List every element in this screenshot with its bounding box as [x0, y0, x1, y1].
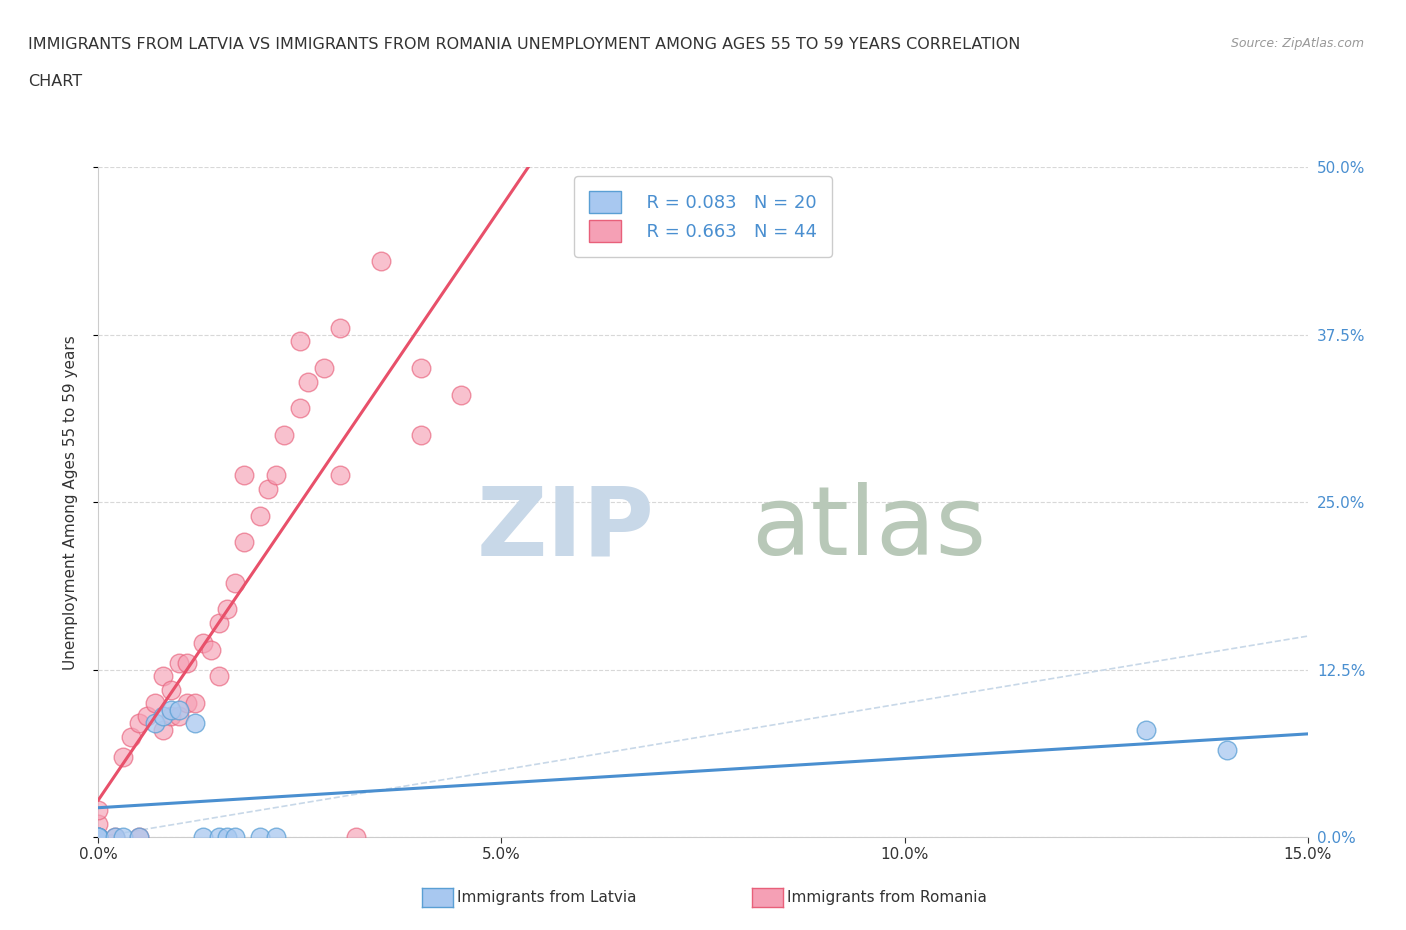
Point	[176, 696, 198, 711]
Point	[87, 830, 110, 844]
Point	[111, 750, 134, 764]
Point	[217, 602, 239, 617]
Point	[87, 803, 110, 817]
Point	[208, 830, 231, 844]
Point	[176, 656, 198, 671]
Point	[200, 642, 222, 657]
Point	[264, 468, 287, 483]
Point	[87, 830, 110, 844]
Text: atlas: atlas	[751, 483, 987, 576]
Point	[143, 696, 166, 711]
Point	[87, 830, 110, 844]
Point	[103, 830, 125, 844]
Point	[329, 468, 352, 483]
Point	[87, 830, 110, 844]
Point	[87, 830, 110, 844]
Point	[264, 830, 287, 844]
Point	[450, 388, 472, 403]
Point	[256, 482, 278, 497]
Point	[128, 830, 150, 844]
Point	[208, 616, 231, 631]
Point	[167, 702, 190, 717]
Point	[167, 709, 190, 724]
Point	[193, 830, 215, 844]
Point	[1135, 723, 1157, 737]
Point	[232, 468, 254, 483]
Point	[128, 716, 150, 731]
Point	[249, 830, 271, 844]
Point	[288, 334, 311, 349]
Text: Source: ZipAtlas.com: Source: ZipAtlas.com	[1230, 37, 1364, 50]
Point	[111, 830, 134, 844]
Point	[143, 716, 166, 731]
Point	[160, 702, 183, 717]
Point	[120, 729, 142, 744]
Point	[1216, 742, 1239, 757]
Text: Immigrants from Romania: Immigrants from Romania	[787, 890, 987, 905]
Point	[288, 401, 311, 416]
Point	[87, 817, 110, 831]
Point	[249, 508, 271, 523]
Point	[224, 575, 246, 590]
Point	[409, 361, 432, 376]
Point	[152, 709, 174, 724]
Text: ZIP: ZIP	[477, 483, 655, 576]
Point	[409, 428, 432, 443]
Point	[344, 830, 367, 844]
Point	[87, 830, 110, 844]
Point	[273, 428, 295, 443]
Point	[370, 254, 392, 269]
Point	[232, 535, 254, 550]
Point	[128, 830, 150, 844]
Point	[103, 830, 125, 844]
Legend:   R = 0.083   N = 20,   R = 0.663   N = 44: R = 0.083 N = 20, R = 0.663 N = 44	[574, 177, 832, 257]
Point	[217, 830, 239, 844]
Point	[152, 669, 174, 684]
Point	[135, 709, 157, 724]
Point	[329, 321, 352, 336]
Point	[297, 374, 319, 389]
Text: Immigrants from Latvia: Immigrants from Latvia	[457, 890, 637, 905]
Point	[208, 669, 231, 684]
Point	[152, 723, 174, 737]
Point	[87, 830, 110, 844]
Text: IMMIGRANTS FROM LATVIA VS IMMIGRANTS FROM ROMANIA UNEMPLOYMENT AMONG AGES 55 TO : IMMIGRANTS FROM LATVIA VS IMMIGRANTS FRO…	[28, 37, 1021, 52]
Text: CHART: CHART	[28, 74, 82, 89]
Point	[160, 683, 183, 698]
Point	[224, 830, 246, 844]
Y-axis label: Unemployment Among Ages 55 to 59 years: Unemployment Among Ages 55 to 59 years	[63, 335, 77, 670]
Point	[160, 709, 183, 724]
Point	[167, 656, 190, 671]
Point	[184, 716, 207, 731]
Point	[314, 361, 336, 376]
Point	[184, 696, 207, 711]
Point	[193, 635, 215, 650]
